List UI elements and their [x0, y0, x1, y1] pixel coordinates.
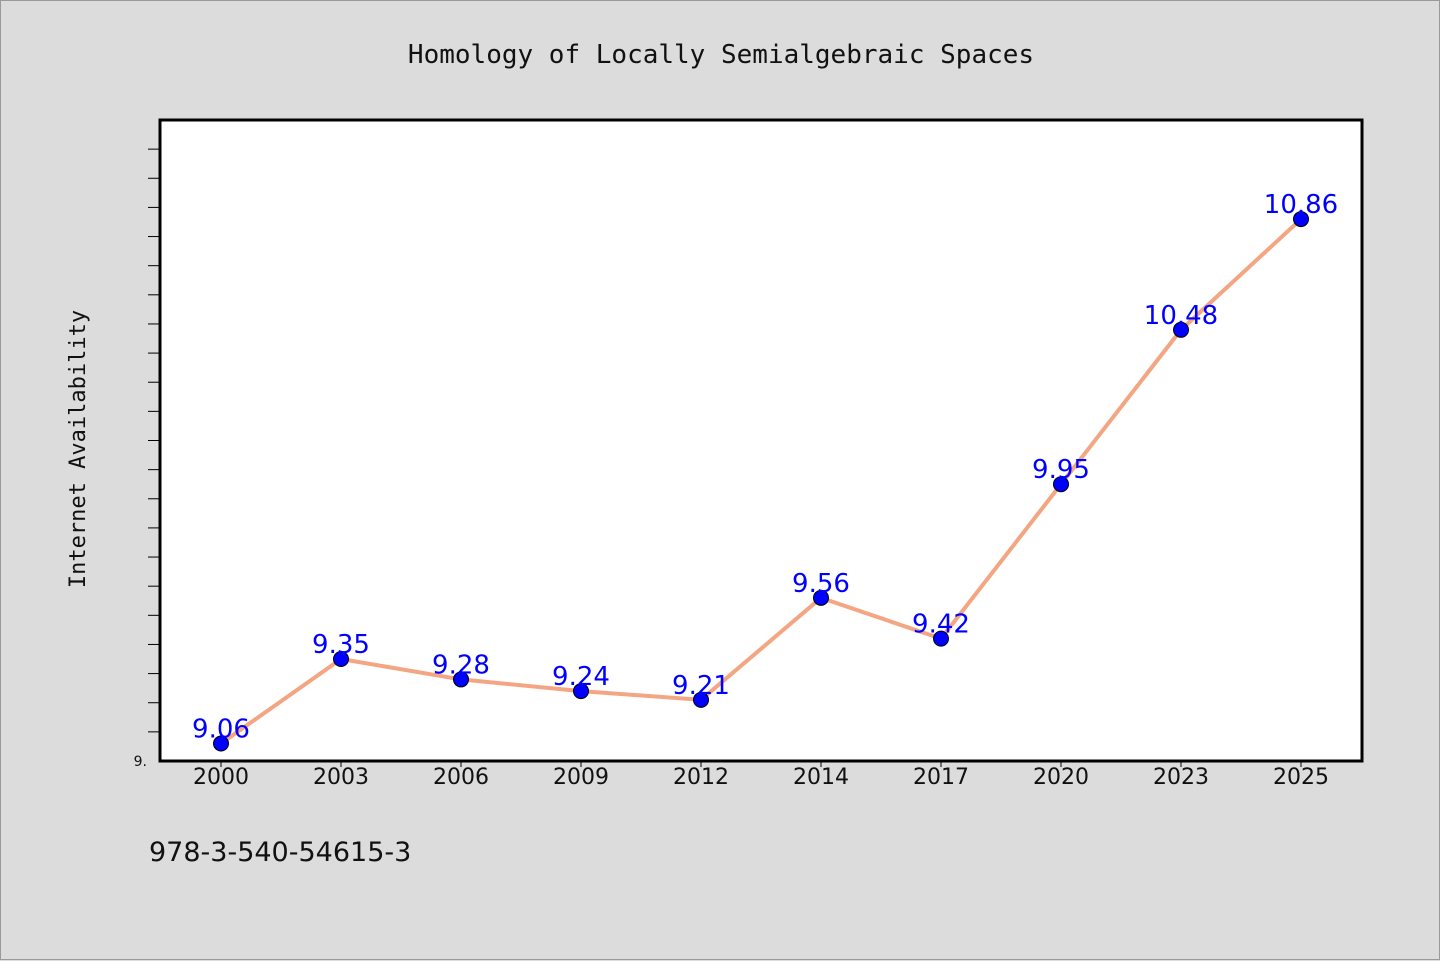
x-axis-tick-label: 2003: [313, 765, 369, 790]
x-axis-ticks: [220, 761, 1302, 767]
x-axis-tick-labels: 2000 2003 2006 2009 2012 2014 2017 2020 2023 2025: [193, 765, 1329, 790]
data-point: [453, 671, 469, 688]
y-axis-min-label: 9.: [134, 754, 147, 770]
chart-title: Homology of Locally Semialgebraic Spaces: [408, 40, 1034, 70]
y-axis-label: Internet Availability: [66, 310, 91, 588]
plot-area: [158, 118, 1364, 763]
series-line-group: [219, 217, 1303, 746]
x-axis-tick-label: 2025: [1273, 765, 1329, 790]
data-point: [333, 651, 349, 668]
data-label: 9.95: [1032, 455, 1090, 485]
y-axis-ticks: [148, 148, 160, 733]
x-axis-tick-label: 2012: [673, 765, 729, 790]
data-point: [1053, 476, 1069, 493]
data-label: 10.86: [1264, 190, 1338, 220]
data-point: [933, 630, 949, 647]
series-line: [219, 217, 1303, 746]
x-axis-tick-label: 2017: [913, 765, 969, 790]
x-axis-tick-label: 2020: [1033, 765, 1089, 790]
x-axis-tick-label: 2006: [433, 765, 489, 790]
footer-isbn: 978-3-540-54615-3: [149, 837, 412, 868]
data-label: 9.35: [312, 630, 370, 660]
data-markers: [213, 211, 1309, 752]
data-point: [213, 735, 229, 752]
data-label: 9.28: [432, 650, 490, 680]
data-labels: 9.06 9.35 9.28 9.24 9.21 9.56 9.42 9.95 10.48 10.…: [192, 190, 1338, 744]
data-point: [1173, 321, 1189, 338]
data-label: 9.24: [552, 662, 610, 692]
x-axis-tick-label: 2014: [793, 765, 849, 790]
data-label: 9.21: [672, 671, 730, 701]
x-axis-tick-label: 2009: [553, 765, 609, 790]
data-label: 9.56: [792, 569, 850, 599]
data-point: [693, 691, 709, 708]
data-label: 9.42: [912, 610, 970, 640]
x-axis-tick-label: 2023: [1153, 765, 1209, 790]
data-label: 9.06: [192, 715, 250, 745]
data-point: [1293, 211, 1309, 228]
data-point: [573, 683, 589, 700]
data-point: [813, 589, 829, 606]
data-label: 10.48: [1144, 301, 1218, 331]
x-axis-tick-label: 2000: [193, 765, 249, 790]
